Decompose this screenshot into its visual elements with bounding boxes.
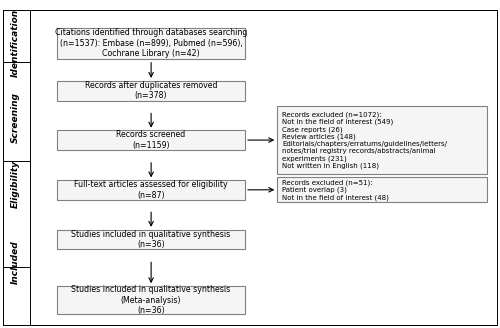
Text: Eligibility: Eligibility	[10, 159, 20, 208]
Text: Studies included in qualitative synthesis
(n=36): Studies included in qualitative synthesi…	[72, 230, 231, 249]
FancyBboxPatch shape	[277, 106, 488, 174]
Text: Screening: Screening	[10, 92, 20, 143]
Text: Records excluded (n=51):
Patient overlap (3)
Not in the field of interest (48): Records excluded (n=51): Patient overlap…	[282, 179, 389, 200]
FancyBboxPatch shape	[57, 286, 245, 314]
Text: Citations identified through databases searching
(n=1537): Embase (n=899), Pubme: Citations identified through databases s…	[55, 29, 248, 58]
Text: Records excluded (n=1072):
Not in the field of interest (549)
Case reports (26)
: Records excluded (n=1072): Not in the fi…	[282, 111, 447, 169]
Text: Included: Included	[10, 240, 20, 284]
Text: Identification: Identification	[10, 9, 20, 77]
FancyBboxPatch shape	[57, 180, 245, 200]
Text: Records after duplicates removed
(n=378): Records after duplicates removed (n=378)	[85, 81, 218, 100]
Text: Studies included in qualitative synthesis
(Meta-analysis)
(n=36): Studies included in qualitative synthesi…	[72, 285, 231, 315]
FancyBboxPatch shape	[277, 177, 488, 202]
FancyBboxPatch shape	[57, 81, 245, 101]
FancyBboxPatch shape	[57, 230, 245, 250]
Text: Records screened
(n=1159): Records screened (n=1159)	[116, 130, 186, 150]
Text: Full-text articles assessed for eligibility
(n=87): Full-text articles assessed for eligibil…	[74, 180, 228, 199]
FancyBboxPatch shape	[57, 130, 245, 150]
FancyBboxPatch shape	[57, 28, 245, 59]
